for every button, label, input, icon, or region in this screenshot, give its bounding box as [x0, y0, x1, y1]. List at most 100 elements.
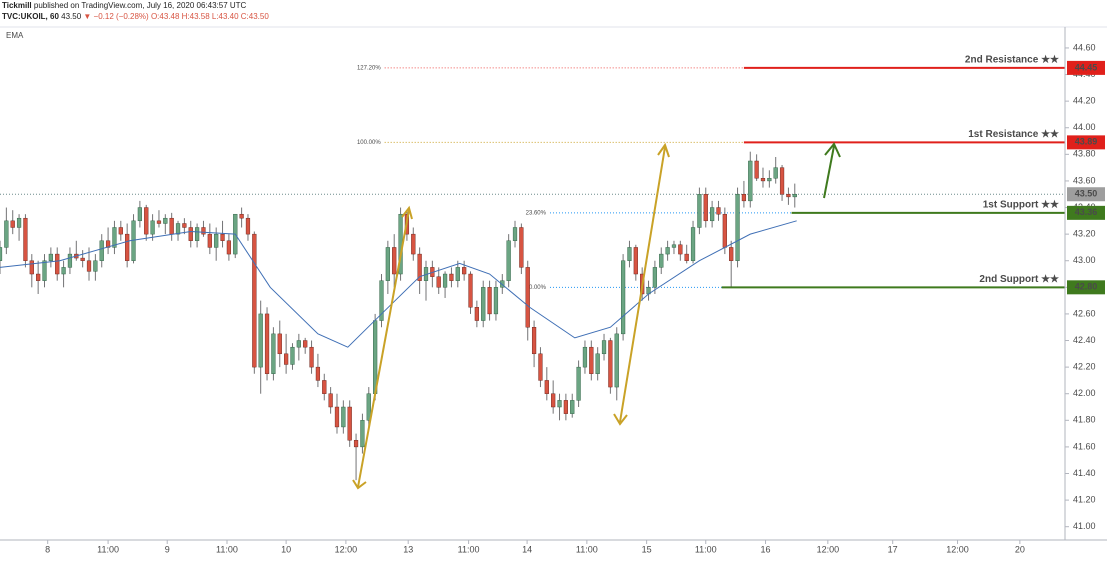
candle-body — [538, 353, 543, 381]
y-tick-label: 43.60 — [1073, 175, 1096, 185]
x-tick-label: 11:00 — [458, 544, 480, 554]
x-tick-label: 12:00 — [946, 544, 969, 554]
candle-body — [99, 240, 104, 261]
x-tick-label: 13 — [403, 544, 413, 554]
candle-body — [252, 233, 257, 368]
arrow — [823, 145, 835, 199]
x-tick-label: 11:00 — [216, 544, 238, 554]
arrow-head — [401, 205, 413, 220]
price-tag — [1067, 187, 1105, 202]
candle-body — [16, 217, 22, 228]
candle-body — [474, 307, 479, 321]
candle-body — [0, 247, 3, 261]
candle-body — [4, 220, 9, 248]
candle-body — [42, 260, 47, 281]
candle-body — [449, 273, 454, 281]
candle-body — [169, 217, 174, 235]
price-tag — [1067, 205, 1105, 220]
y-tick-label: 41.00 — [1073, 521, 1096, 531]
candle-body — [525, 267, 530, 328]
candle-body — [245, 217, 251, 235]
candle-body — [417, 253, 422, 281]
candle-body — [61, 267, 66, 275]
candle-body — [207, 233, 212, 248]
candle-body — [659, 253, 664, 268]
candle-body — [582, 346, 588, 368]
candle-body — [118, 227, 123, 235]
level-name: 2nd Support ★★ — [979, 274, 1059, 285]
x-tick-label: 11:00 — [576, 544, 598, 554]
price-tag — [1067, 280, 1105, 295]
candle-body — [786, 194, 791, 198]
candle-body — [690, 227, 696, 261]
price-tag — [1067, 135, 1105, 150]
candle-body — [341, 406, 346, 428]
candle-body — [214, 233, 219, 248]
y-tick-label: 41.40 — [1073, 468, 1096, 478]
fib-label: 100.00% — [357, 140, 381, 146]
y-tick-label: 44.20 — [1073, 96, 1096, 106]
candle-body — [137, 207, 142, 222]
candle-body — [703, 194, 708, 222]
candle-body — [754, 160, 759, 179]
y-tick-label: 41.60 — [1073, 441, 1096, 451]
candle-body — [627, 247, 632, 261]
candle-body — [334, 406, 340, 428]
arrow-head — [613, 413, 628, 426]
candle-body — [10, 220, 15, 228]
plot: 41.00 41.20 41.40 41.60 41.80 42.00 42.20 42.40… — [0, 42, 1096, 554]
candle-body — [112, 227, 117, 248]
candle-body — [735, 194, 740, 261]
candle-body — [379, 280, 384, 321]
y-tick-label: 43.00 — [1073, 255, 1096, 265]
candle-body — [767, 178, 772, 182]
candle-body — [608, 340, 613, 388]
candle-body — [86, 260, 92, 272]
candle-body — [512, 227, 518, 241]
candle-body — [595, 353, 600, 374]
candle-body — [296, 340, 301, 348]
arrow — [357, 209, 410, 488]
candle-body — [779, 167, 785, 195]
candle-body — [315, 366, 321, 381]
candle-body — [175, 223, 181, 235]
candle-body — [716, 207, 721, 215]
x-tick-label: 11:00 — [695, 544, 717, 554]
x-tick-label: 12:00 — [817, 544, 840, 554]
candle-body — [258, 313, 263, 368]
candle-body — [671, 244, 677, 248]
y-tick-label: 44.00 — [1073, 122, 1096, 132]
arrow-head — [352, 479, 367, 490]
candle-body — [665, 247, 670, 255]
candle-body — [328, 393, 333, 408]
candle-body — [678, 244, 683, 255]
candle-body — [633, 247, 638, 275]
candle-body — [144, 207, 149, 235]
candle-body — [277, 333, 282, 355]
change: ▼ −0.12 (−0.28%) — [83, 12, 149, 21]
candle-body — [36, 273, 41, 281]
published: published on TradingView.com, July 16, 2… — [34, 1, 247, 10]
price-tag-label: 43.89 — [1075, 137, 1098, 147]
header-line-1: Tickmill published on TradingView.com, J… — [2, 1, 247, 10]
candle-body — [392, 247, 397, 275]
candle-body — [290, 346, 295, 365]
candle-body — [353, 440, 359, 448]
candle-body — [411, 233, 416, 255]
x-tick-label: 8 — [45, 544, 50, 554]
candle-body — [455, 267, 460, 281]
candle-body — [576, 366, 581, 401]
candle-body — [201, 227, 206, 235]
price-tag-label: 43.50 — [1075, 189, 1098, 199]
header-line-2: TVC:UKOIL, 60 43.50 ▼ −0.12 (−0.28%) O:4… — [2, 12, 269, 21]
x-tick-label: 14 — [522, 544, 532, 554]
candle-body — [462, 267, 467, 275]
candle-body — [557, 400, 562, 408]
price-tag-label: 44.45 — [1075, 62, 1098, 72]
arrow-head — [824, 142, 841, 158]
candle-body — [652, 267, 658, 288]
x-tick-label: 9 — [165, 544, 170, 554]
candle-body — [563, 400, 568, 414]
fib-label: 23.60% — [526, 210, 547, 216]
candle-body — [67, 253, 73, 268]
